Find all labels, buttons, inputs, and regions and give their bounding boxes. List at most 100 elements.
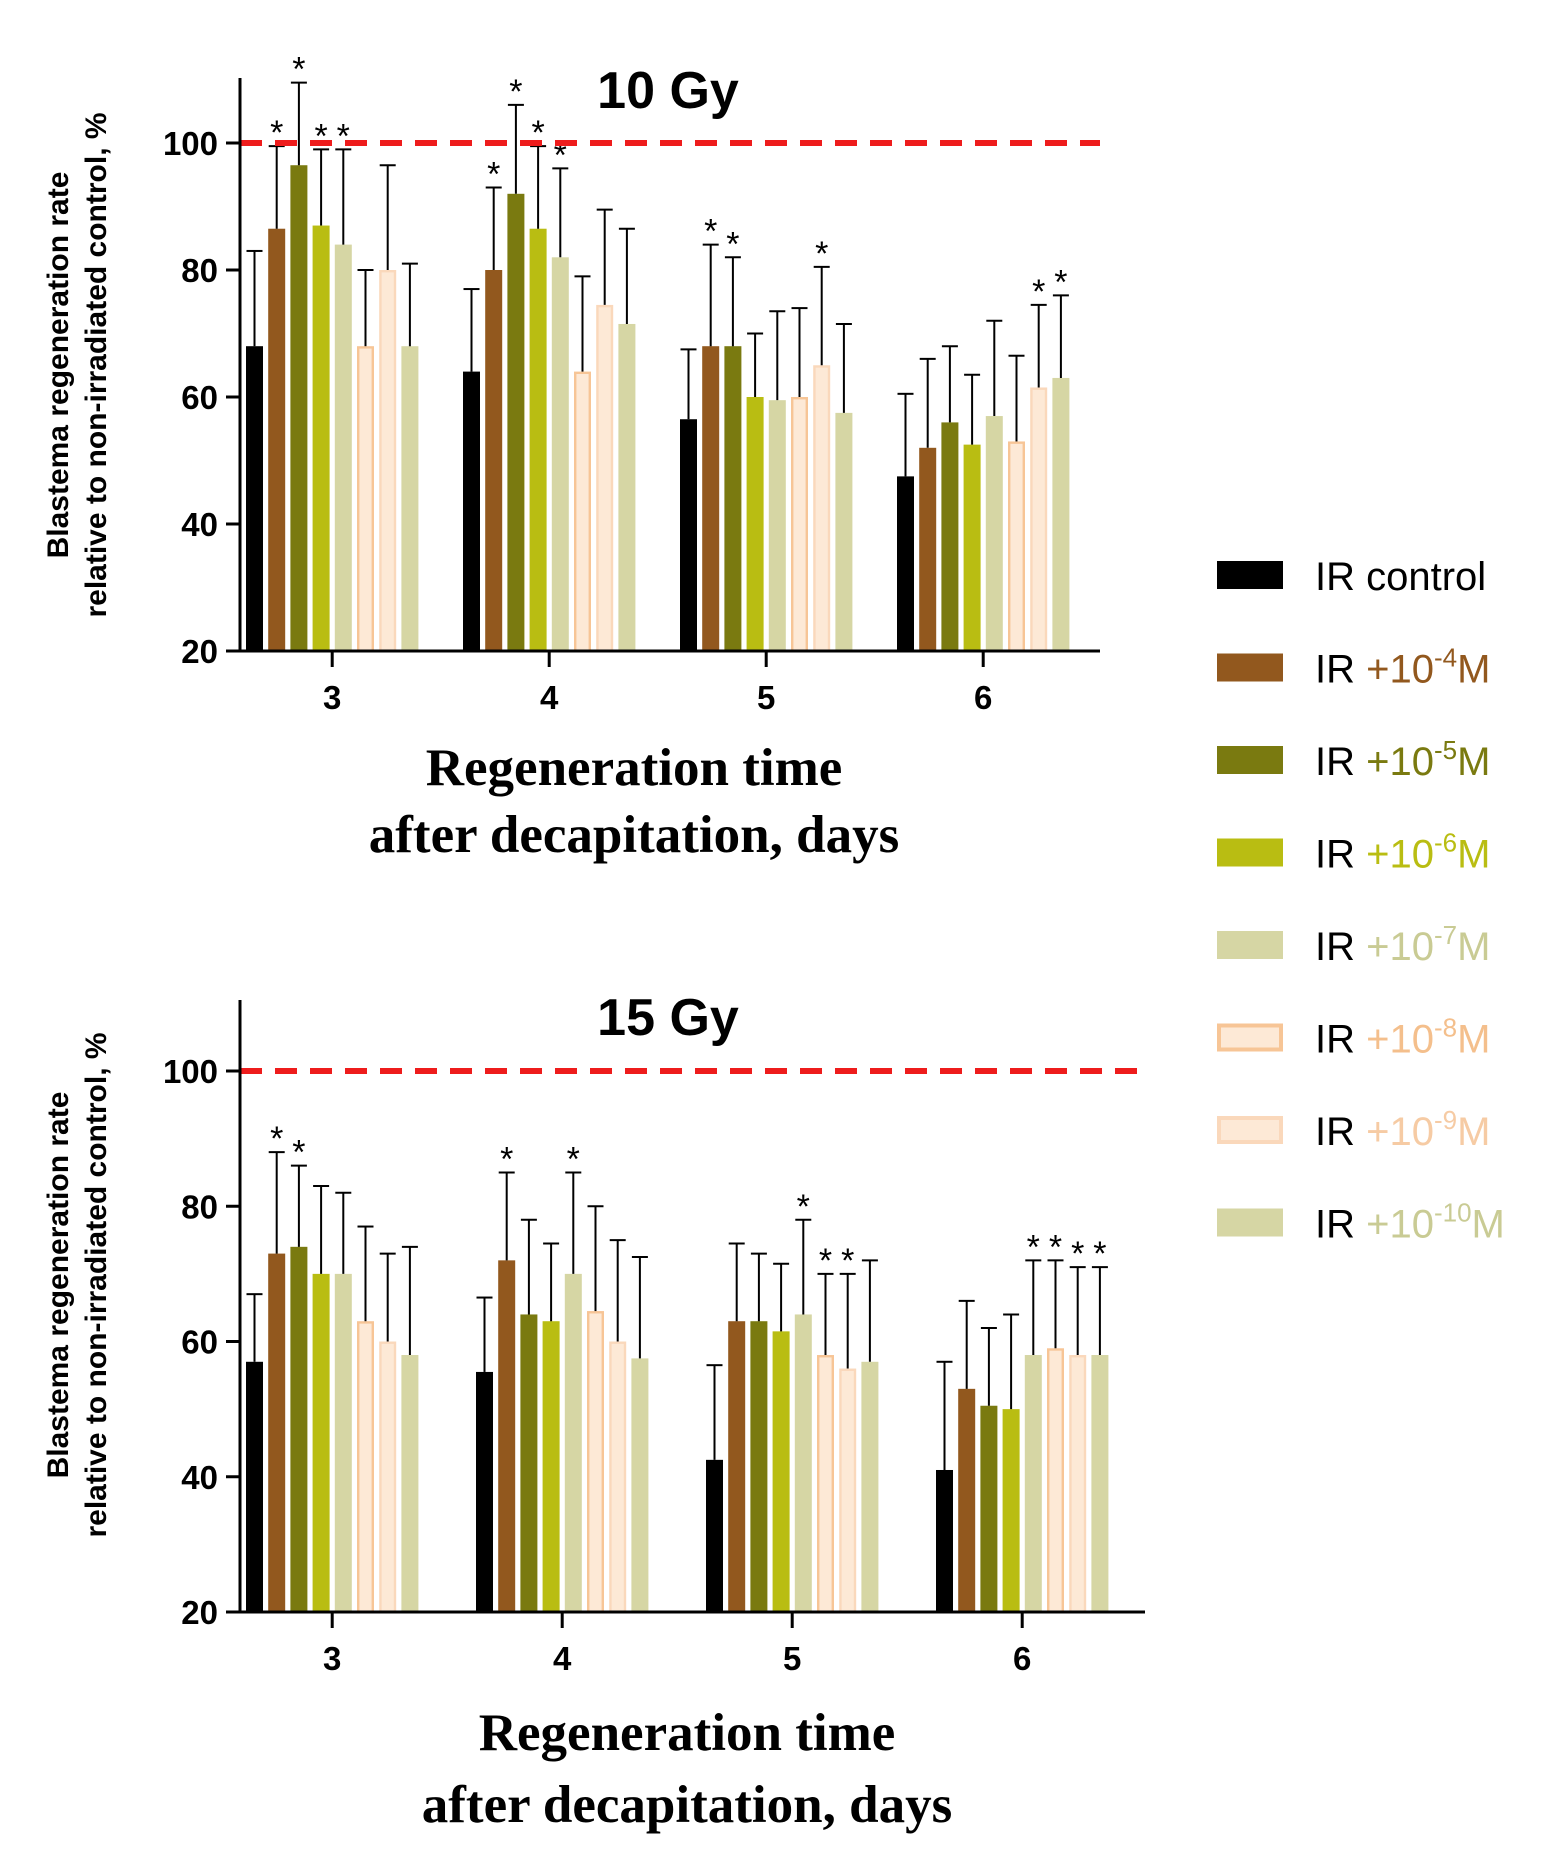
legend-label-suffix: M [1457, 1110, 1490, 1154]
bar [980, 1405, 998, 1612]
legend-label-prefix: IR [1315, 648, 1355, 692]
bar [897, 476, 914, 651]
series-6: ** [379, 164, 1048, 653]
significance-star: * [292, 51, 305, 89]
legend-item: IR +10-10M [1217, 1198, 1505, 1247]
legend-label-prefix: IR [1315, 740, 1355, 784]
y-tick-label: 20 [181, 633, 218, 670]
x-axis-label-line: Regeneration time [426, 739, 843, 797]
x-tick-label: 4 [540, 679, 559, 716]
legend-label-exponent: -10 [1434, 1198, 1472, 1228]
bar [290, 165, 308, 651]
bar [476, 1371, 493, 1612]
y-tick-label: 100 [163, 125, 218, 162]
significance-star: * [1093, 1235, 1106, 1273]
legend-label-main: +10 [1355, 740, 1434, 784]
legend-item: IR +10-4M [1217, 643, 1490, 692]
bar [985, 416, 1003, 651]
bar [596, 304, 614, 653]
significance-star: * [487, 155, 500, 193]
bar [268, 1253, 286, 1612]
legend-swatch [1217, 561, 1283, 589]
significance-star: * [337, 117, 350, 155]
chart-title: 10 Gy [597, 62, 739, 120]
x-tick-label: 5 [783, 1640, 801, 1677]
bar [631, 1358, 649, 1612]
chart-title: 15 Gy [597, 989, 739, 1047]
bar [357, 346, 375, 653]
legend-label: IR +10-10M [1315, 1198, 1505, 1247]
significance-star: * [704, 213, 717, 251]
legend-swatch [1217, 838, 1283, 867]
bar [817, 1355, 835, 1614]
bar [379, 270, 397, 653]
y-axis-label: Blastema regeneration rate relative to no… [42, 112, 113, 617]
significance-star: * [797, 1188, 810, 1226]
legend-item: IR +10-8M [1217, 1013, 1490, 1062]
x-axis-label-line: after decapitation, days [369, 806, 899, 864]
y-tick-label: 40 [181, 506, 218, 543]
legend-label-exponent: -8 [1434, 1013, 1457, 1043]
significance-star: * [314, 117, 327, 155]
bar [791, 397, 809, 653]
legend-label: IR +10-9M [1315, 1105, 1490, 1154]
x-axis-label-line: after decapitation, days [422, 1776, 952, 1834]
x-tick-label: 6 [974, 679, 992, 716]
bar [1052, 377, 1070, 651]
bar [1030, 387, 1048, 653]
legend-item: IR control [1217, 555, 1486, 599]
series-2: * [290, 1134, 998, 1612]
y-tick-label: 60 [181, 379, 218, 416]
bar [587, 1311, 605, 1614]
significance-star: * [500, 1140, 513, 1178]
bar [958, 1388, 976, 1612]
series-3: * * [312, 114, 981, 652]
legend-label: IR +10-5M [1315, 735, 1490, 784]
significance-star: * [567, 1140, 580, 1178]
legend-label-exponent: -9 [1434, 1105, 1457, 1135]
bar [564, 1273, 582, 1612]
legend-label-main: +10 [1355, 1110, 1434, 1154]
legend-item: IR +10-9M [1217, 1105, 1490, 1154]
bar [312, 225, 330, 652]
bar [379, 1341, 397, 1614]
legend-swatch [1217, 1023, 1283, 1052]
legend-label-prefix: IR [1315, 1018, 1355, 1062]
bar [520, 1314, 538, 1612]
legend-label-prefix: IR [1315, 925, 1355, 969]
bar [750, 1321, 768, 1612]
series-0 [246, 249, 914, 651]
significance-star: * [1054, 263, 1067, 301]
bar [574, 371, 592, 653]
bar [401, 346, 419, 651]
x-tick-label: 3 [323, 679, 341, 716]
bar [1002, 1409, 1020, 1612]
series-4: * * * [334, 1140, 1042, 1612]
bar [498, 1260, 516, 1612]
significance-star: * [1032, 273, 1045, 311]
bar [542, 1321, 560, 1612]
x-axis-label-line: Regeneration time [479, 1704, 896, 1762]
x-tick-label: 5 [757, 679, 775, 716]
legend-label-exponent: -5 [1434, 735, 1457, 765]
bar [463, 371, 480, 651]
significance-star: * [726, 225, 739, 263]
series-7: * [401, 227, 1070, 651]
significance-star: * [815, 235, 828, 273]
y-tick-label: 60 [181, 1324, 218, 1361]
series-5 [357, 269, 1026, 653]
bar [1046, 1348, 1064, 1614]
y-tick-label: 100 [163, 1053, 218, 1090]
y-axis-label-line: Blastema regeneration rate [42, 1092, 75, 1479]
chart-15gy: 15 Gy Blastema regeneration rate relative … [42, 989, 1145, 1834]
bar [768, 400, 786, 651]
bar [609, 1341, 627, 1614]
bar [401, 1355, 419, 1612]
bar [941, 422, 959, 651]
bar [485, 270, 503, 651]
legend-label-suffix: M [1472, 1203, 1505, 1247]
significance-star: * [270, 1120, 283, 1158]
x-tick-label: 3 [323, 1640, 341, 1677]
